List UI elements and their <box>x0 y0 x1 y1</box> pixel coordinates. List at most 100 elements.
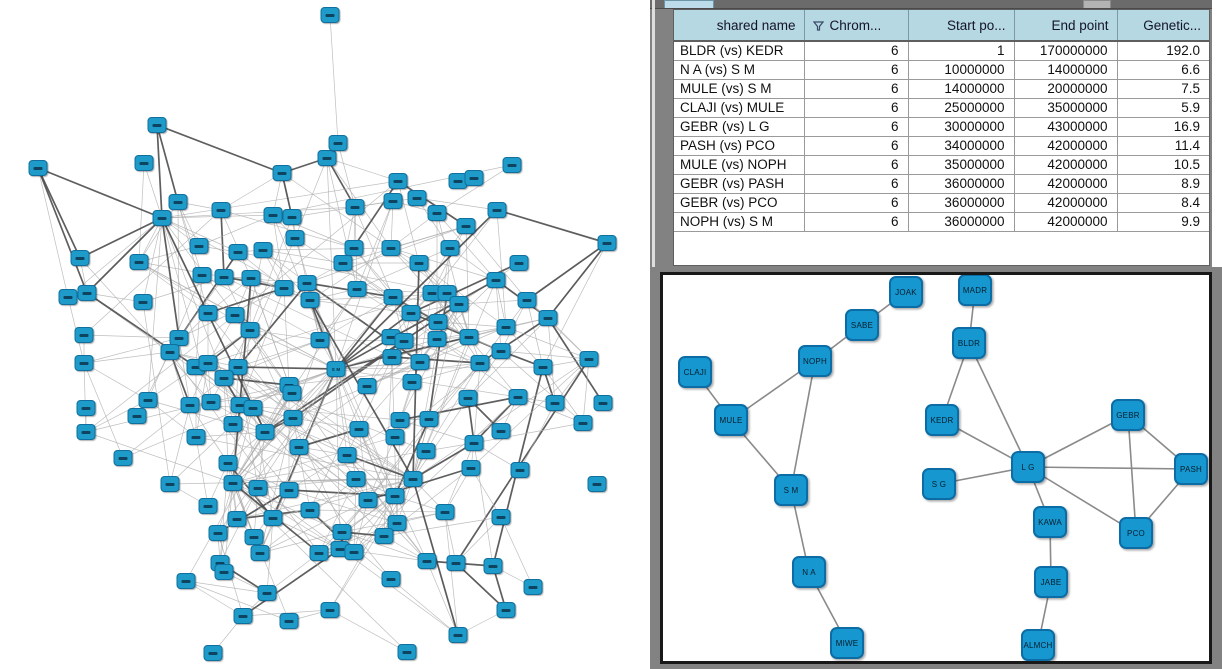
network-node[interactable] <box>381 571 401 587</box>
network-node-claji[interactable]: CLAJI <box>678 356 712 388</box>
network-node[interactable] <box>147 117 167 133</box>
network-node[interactable] <box>250 545 270 561</box>
network-node[interactable] <box>385 488 405 504</box>
network-node[interactable] <box>587 476 607 492</box>
network-node[interactable] <box>345 199 365 215</box>
network-node-gebr[interactable]: GEBR <box>1111 399 1145 431</box>
network-node[interactable] <box>113 450 133 466</box>
network-node[interactable] <box>427 205 447 221</box>
table-row[interactable]: GEBR (vs) L G 6 30000000 43000000 16.9 <box>674 117 1209 137</box>
network-node[interactable] <box>241 270 261 286</box>
network-node[interactable] <box>198 305 218 321</box>
column-header-shared-name[interactable]: shared name <box>674 10 805 42</box>
network-node[interactable] <box>228 244 248 260</box>
network-node[interactable] <box>133 294 153 310</box>
network-node[interactable] <box>435 504 455 520</box>
network-node[interactable] <box>381 240 401 256</box>
network-node[interactable] <box>427 331 447 347</box>
network-node[interactable] <box>523 579 543 595</box>
table-row[interactable]: GEBR (vs) PASH 6 36000000 42000000 8.9 <box>674 174 1209 194</box>
network-node[interactable] <box>300 292 320 308</box>
network-node[interactable] <box>317 150 337 166</box>
network-node[interactable] <box>407 190 427 206</box>
network-node[interactable] <box>225 307 245 323</box>
network-node[interactable] <box>597 235 617 251</box>
network-node[interactable] <box>228 359 248 375</box>
network-node-almch[interactable]: ALMCH <box>1021 629 1055 661</box>
network-node[interactable] <box>382 349 402 365</box>
network-node[interactable] <box>449 296 469 312</box>
network-node[interactable] <box>357 378 377 394</box>
network-node[interactable] <box>255 424 275 440</box>
network-node[interactable] <box>211 202 231 218</box>
network-node[interactable]: S M <box>326 361 346 377</box>
network-node[interactable] <box>152 210 172 226</box>
network-node[interactable] <box>223 416 243 432</box>
network-node[interactable] <box>201 394 221 410</box>
table-row[interactable]: N A (vs) S M 6 10000000 14000000 6.6 <box>674 60 1209 80</box>
network-node[interactable] <box>198 498 218 514</box>
network-node[interactable] <box>127 408 147 424</box>
tab-fragment-left[interactable] <box>664 0 714 8</box>
network-node[interactable] <box>272 165 292 181</box>
table-row[interactable]: PASH (vs) PCO 6 34000000 42000000 11.4 <box>674 136 1209 156</box>
network-node[interactable] <box>58 289 78 305</box>
network-node[interactable] <box>282 209 302 225</box>
network-node-lg[interactable]: L G <box>1011 451 1045 483</box>
network-node[interactable] <box>227 511 247 527</box>
network-node[interactable] <box>263 207 283 223</box>
network-node[interactable] <box>517 292 537 308</box>
network-node[interactable] <box>328 135 348 151</box>
network-node[interactable] <box>274 280 294 296</box>
network-node[interactable] <box>446 555 466 571</box>
network-node[interactable] <box>448 627 468 643</box>
filtered-network-canvas[interactable]: JOAK MADR SABE BLDR NOPH CLAJI MULE KEDR GEBR L G… <box>660 272 1212 664</box>
network-node-na[interactable]: N A <box>792 556 826 588</box>
network-node[interactable] <box>486 272 506 288</box>
table-row[interactable]: MULE (vs) NOPH 6 35000000 42000000 10.5 <box>674 155 1209 175</box>
tab-fragment-right[interactable] <box>1083 0 1111 8</box>
network-node[interactable] <box>138 392 158 408</box>
network-node[interactable] <box>300 502 320 518</box>
network-node[interactable] <box>243 400 263 416</box>
network-edge-LG-PASH[interactable] <box>1027 466 1192 470</box>
network-node[interactable] <box>402 374 422 390</box>
network-node[interactable] <box>203 645 223 661</box>
network-node[interactable] <box>337 447 357 463</box>
network-node[interactable] <box>160 344 180 360</box>
network-node[interactable] <box>310 332 330 348</box>
network-node[interactable] <box>496 319 516 335</box>
network-node[interactable] <box>320 602 340 618</box>
network-node[interactable] <box>510 462 530 478</box>
network-edge-LG-PCO[interactable] <box>1027 466 1137 534</box>
network-node[interactable] <box>283 410 303 426</box>
network-node[interactable] <box>320 7 340 23</box>
network-node[interactable] <box>285 230 305 246</box>
network-node[interactable] <box>508 389 528 405</box>
network-node-sabe[interactable]: SABE <box>845 309 879 341</box>
network-node[interactable] <box>332 524 352 540</box>
network-node[interactable] <box>374 528 394 544</box>
network-edge-NOPH-SM[interactable] <box>790 360 816 491</box>
network-node[interactable] <box>76 424 96 440</box>
network-node[interactable] <box>309 545 329 561</box>
network-node[interactable] <box>410 354 430 370</box>
network-node[interactable] <box>248 480 268 496</box>
network-node[interactable] <box>344 240 364 256</box>
network-node[interactable] <box>496 602 516 618</box>
network-node[interactable] <box>189 238 209 254</box>
network-node[interactable] <box>509 255 529 271</box>
network-node[interactable] <box>180 397 200 413</box>
main-network-canvas[interactable]: S M <box>0 0 650 669</box>
network-node[interactable] <box>233 608 253 624</box>
network-node[interactable] <box>218 455 238 471</box>
network-node-sg[interactable]: S G <box>922 468 956 500</box>
network-node[interactable] <box>349 421 369 437</box>
network-node[interactable] <box>533 359 553 375</box>
network-node[interactable] <box>168 194 188 210</box>
network-node[interactable] <box>419 411 439 427</box>
network-node[interactable] <box>74 327 94 343</box>
network-node[interactable] <box>344 544 364 560</box>
network-node[interactable] <box>487 202 507 218</box>
network-node[interactable] <box>579 351 599 367</box>
